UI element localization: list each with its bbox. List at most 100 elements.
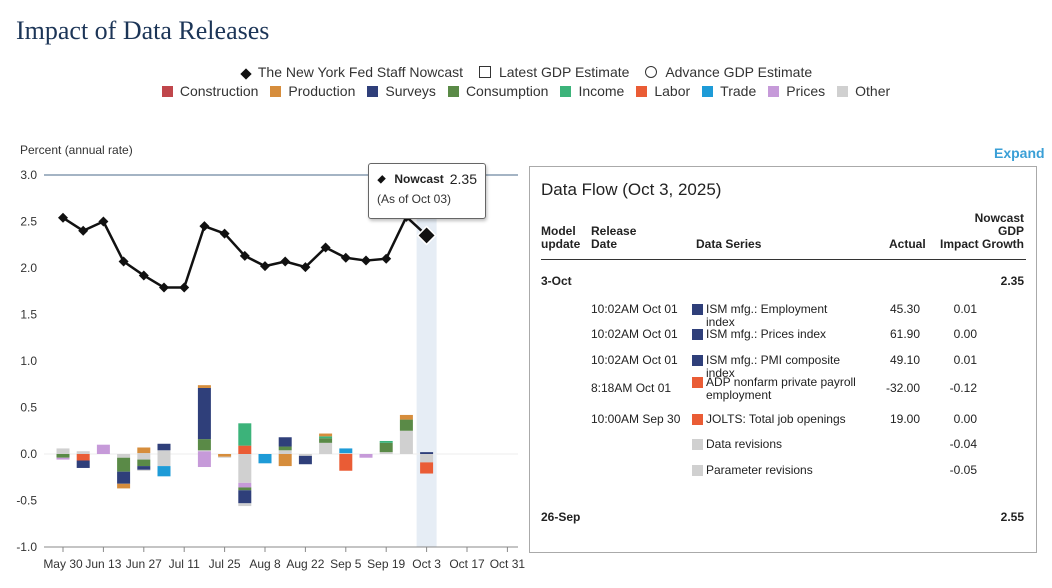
legend-label: Latest GDP Estimate [498,64,630,81]
bar-segment-surveys [298,455,312,465]
bar-segment-consumption [379,442,393,453]
legend-nowcast[interactable]: The New York Fed Staff Nowcast [240,64,463,80]
legend-income[interactable]: Income [560,83,624,99]
legend-swatch [768,86,780,98]
nowcast-point [381,253,392,264]
row-data-series: ISM mfg.: PMI composite index [706,353,841,380]
square-icon [478,66,491,79]
legend-prices[interactable]: Prices [768,83,825,99]
bar-segment-income [379,440,393,443]
bar-segment-surveys [197,387,211,440]
bar-segment-consumption [56,454,70,458]
bar-segment-production [137,447,151,454]
bar-segment-other [379,452,393,454]
bar-segment-labor [420,462,434,474]
bar-segment-production [218,454,232,457]
legend-swatch [702,86,714,98]
nowcast-point [361,255,371,266]
row-data-series: Parameter revisions [706,463,813,477]
row-actual: 19.00 [889,412,920,426]
legend-trade[interactable]: Trade [702,83,756,99]
bar-segment-other [56,448,70,454]
legend-surveys[interactable]: Surveys [367,83,436,99]
diamond-icon [377,174,387,184]
legend-label: Production [288,83,356,100]
y-tick-label: 3.0 [20,168,37,182]
legend-other[interactable]: Other [837,83,890,99]
nowcast-point [179,282,190,293]
expand-link[interactable]: Expand [994,145,1045,161]
bar-segment-labor [76,454,90,461]
x-tick-label: Jun 13 [85,557,121,571]
diamond-icon [240,68,252,80]
data-flow-panel: Data Flow (Oct 3, 2025) Model update Rel… [529,166,1037,553]
legend-advance-gdp[interactable]: Advance GDP Estimate [645,64,812,80]
y-tick-label: 1.0 [20,354,37,368]
bar-segment-consumption [399,419,413,431]
row-category-swatch [692,355,703,366]
bar-segment-other [339,453,353,454]
x-tick-label: Sep 19 [367,557,405,571]
row-release-date: 8:18AM Oct 01 [591,381,672,395]
nowcast-point [58,212,68,223]
x-tick-label: Sep 5 [330,557,362,571]
row-impact: -0.05 [949,463,977,477]
bar-segment-surveys [420,452,434,454]
nowcast-point [260,261,270,272]
bar-segment-prices [56,457,70,460]
nowcast-point [340,252,351,263]
bar-segment-consumption [137,459,151,467]
header-divider [541,259,1026,260]
x-tick-label: May 30 [43,557,83,571]
x-tick-label: Jul 25 [209,557,241,571]
group-date: 3-Oct [541,274,572,288]
bar-segment-prices [197,454,211,468]
tooltip-label: Nowcast [394,172,444,186]
bar-segment-other [137,453,151,454]
nowcast-point [118,256,129,267]
legend-swatch [161,86,173,98]
legend-label: Prices [786,83,826,100]
bar-segment-production [197,385,211,388]
x-tick-label: Jun 27 [126,557,162,571]
legend-construction[interactable]: Construction [161,83,259,100]
nowcast-point [239,250,250,261]
bar-segment-other [157,454,171,467]
row-release-date: 10:00AM Sep 30 [591,412,681,426]
row-impact: 0.00 [953,412,977,426]
bar-segment-other [238,503,252,507]
bar-segment-trade [157,466,171,477]
legend-label: Advance GDP Estimate [665,64,813,81]
bar-segment-other [319,442,333,454]
header-release-date: Release Date [591,224,637,251]
legend-consumption[interactable]: Consumption [447,83,549,100]
group-nowcast-total: 2.55 [1000,510,1024,524]
legend-labor[interactable]: Labor [636,83,690,99]
bar-segment-other [238,454,252,483]
y-tick-label: 0.5 [20,401,37,415]
row-data-series: ISM mfg.: Employment index [706,302,828,329]
nowcast-point [219,228,230,239]
y-tick-label: 0.0 [20,447,37,461]
group-date: 26-Sep [541,510,581,524]
legend-latest-gdp[interactable]: Latest GDP Estimate [478,64,630,81]
nowcast-chart: 3.0 2.5 2.0 1.5 1.0 0.5 0.0 -0.5 -1.0 May 30 Jun 1… [16,168,525,571]
row-data-series: Data revisions [706,437,783,451]
y-tick-label: -1.0 [16,540,37,554]
header-actual: Actual [889,237,926,251]
header-impact: Impact [940,237,979,251]
bar-segment-surveys [238,490,252,504]
nowcast-point [78,225,89,236]
nowcast-point [159,282,169,293]
legend-label: Income [578,83,625,100]
bar-segment-other [278,450,292,454]
legend-swatch [560,86,572,98]
bar-segment-labor [238,445,252,454]
legend-label: Construction [179,83,259,100]
row-data-series: ISM mfg.: Prices index [706,327,827,341]
legend-production[interactable]: Production [270,83,355,99]
bar-segment-income [238,423,252,446]
row-category-swatch [692,414,703,425]
legend-label: Consumption [465,83,549,100]
tooltip-date: (As of Oct 03) [377,192,452,206]
